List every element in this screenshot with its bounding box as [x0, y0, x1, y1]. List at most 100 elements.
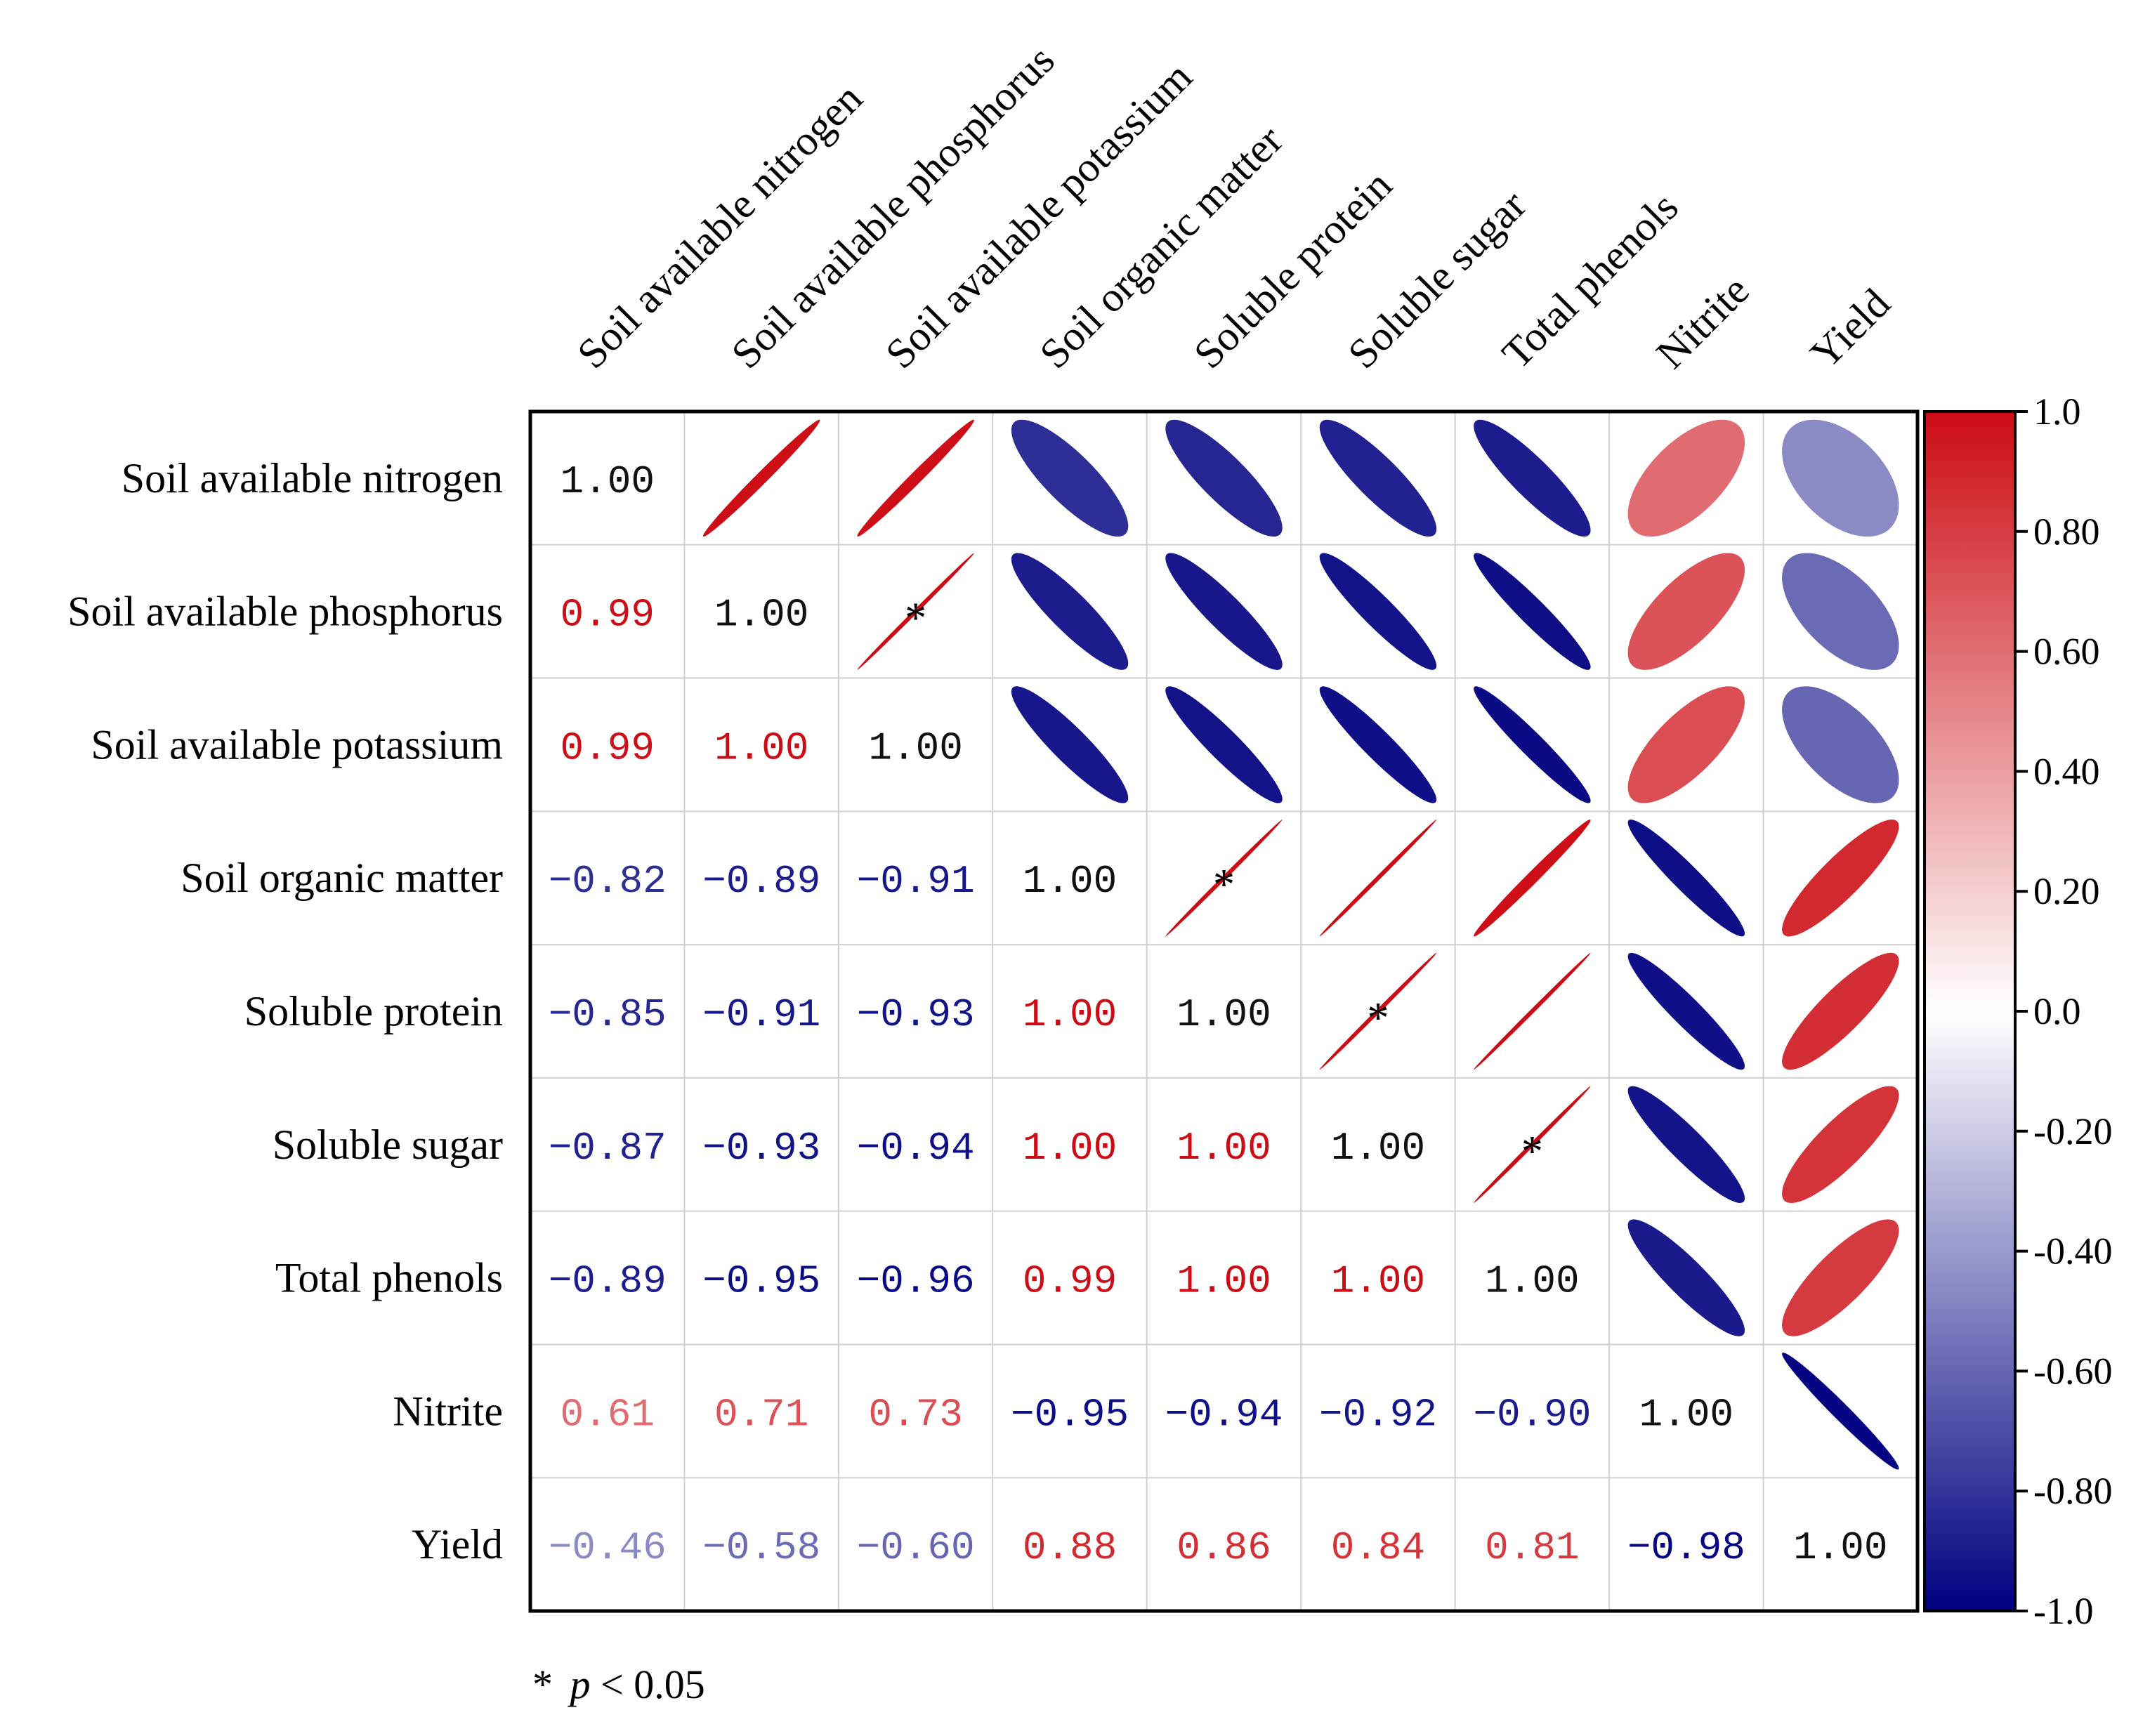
- correlation-ellipse: [1011, 686, 1129, 803]
- correlation-ellipse: [1474, 820, 1591, 937]
- correlation-value: 1.00: [1023, 1126, 1117, 1171]
- row-label: Soil available potassium: [91, 721, 503, 768]
- correlation-ellipse: [1319, 419, 1437, 537]
- correlation-ellipse: [1782, 952, 1899, 1070]
- matrix-frame: [528, 409, 1920, 1613]
- correlation-ellipse: [1627, 1219, 1745, 1336]
- correlation-value: −0.85: [549, 992, 667, 1037]
- significance-star: *: [1521, 1128, 1543, 1176]
- row-label: Total phenols: [275, 1255, 503, 1301]
- correlation-value: 0.86: [1176, 1525, 1271, 1570]
- colorbar-tick-label: 1.0: [2033, 390, 2081, 433]
- correlation-ellipse: [1319, 686, 1437, 803]
- correlation-value: −0.82: [549, 859, 667, 904]
- correlation-value: −0.87: [549, 1126, 667, 1171]
- correlation-ellipse: [1627, 553, 1745, 670]
- correlation-value: −0.60: [857, 1525, 975, 1570]
- diagonal-value: 1.00: [868, 725, 962, 770]
- correlation-value: 0.81: [1485, 1525, 1579, 1570]
- correlation-value: 1.00: [1176, 1126, 1271, 1171]
- diagonal-value: 1.00: [1023, 859, 1117, 904]
- correlation-value: −0.98: [1627, 1525, 1745, 1570]
- column-label: Soil available phosphorus: [723, 37, 1063, 377]
- correlation-value: −0.93: [702, 1126, 820, 1171]
- correlation-value: 0.99: [561, 725, 655, 770]
- correlation-ellipse: [702, 419, 820, 537]
- correlation-ellipse: [1474, 1086, 1591, 1204]
- row-label: Nitrite: [393, 1388, 503, 1434]
- correlation-value: 0.84: [1331, 1525, 1425, 1570]
- correlation-ellipse: [1474, 952, 1591, 1070]
- colorbar-tick-label: 0.60: [2033, 631, 2100, 673]
- correlation-ellipse: [1165, 686, 1283, 803]
- row-label: Soil available phosphorus: [67, 588, 503, 635]
- correlation-ellipse: [1627, 820, 1745, 937]
- correlation-value: −0.95: [1011, 1392, 1129, 1437]
- correlation-ellipse: [1474, 686, 1591, 803]
- footnote: * p < 0.05: [532, 1662, 705, 1707]
- correlation-value: 1.00: [1176, 1259, 1271, 1304]
- colorbar-tick-label: -0.60: [2033, 1350, 2112, 1392]
- correlation-ellipse: [1627, 419, 1745, 537]
- colorbar-gradient: [1923, 410, 2017, 1612]
- correlation-value: 0.99: [561, 593, 655, 638]
- correlation-value: 1.00: [1023, 992, 1117, 1037]
- colorbar-tick-label: -0.20: [2033, 1110, 2112, 1152]
- colorbar-tick-label: -0.40: [2033, 1230, 2112, 1273]
- correlation-ellipse: [1474, 553, 1591, 670]
- colorbar: 1.0 0.80 0.60 0.40 0.20 0.0 -0.20 -0.40 -0.60 -0.…: [1923, 390, 2112, 1632]
- correlation-ellipse: [1474, 419, 1591, 537]
- correlation-ellipse: [1782, 1086, 1899, 1203]
- diagonal-value: 1.00: [561, 459, 655, 504]
- diagonal-value: 1.00: [714, 593, 808, 638]
- colorbar-tick-label: 0.40: [2033, 750, 2100, 792]
- colorbar-tick-label: 0.80: [2033, 511, 2100, 553]
- significance-star: *: [1213, 861, 1235, 909]
- footnote-rest: < 0.05: [601, 1662, 705, 1707]
- correlation-value: 0.61: [561, 1392, 655, 1437]
- correlation-value: −0.89: [549, 1259, 667, 1304]
- correlation-ellipse: [1319, 952, 1437, 1070]
- correlation-ellipse: [1319, 553, 1437, 670]
- column-label: Nitrite: [1647, 267, 1757, 377]
- correlation-value: −0.94: [1165, 1392, 1283, 1437]
- diagonal-value: 1.00: [1793, 1525, 1887, 1570]
- row-label: Soil organic matter: [181, 855, 503, 901]
- correlation-value: −0.94: [857, 1126, 975, 1171]
- correlation-value: 0.88: [1023, 1525, 1117, 1570]
- correlation-ellipse: [1165, 553, 1283, 670]
- correlation-ellipse: [1782, 1353, 1899, 1470]
- correlation-value: −0.91: [702, 992, 820, 1037]
- correlation-value: −0.58: [702, 1525, 820, 1570]
- significance-star: *: [1367, 994, 1389, 1042]
- correlation-value: −0.92: [1319, 1392, 1437, 1437]
- correlation-value: −0.96: [857, 1259, 975, 1304]
- correlation-value: −0.90: [1473, 1392, 1591, 1437]
- column-label: Yield: [1802, 280, 1899, 378]
- diagonal-value: 1.00: [1639, 1392, 1733, 1437]
- correlation-ellipse: [1782, 820, 1899, 937]
- colorbar-tick-label: -0.80: [2033, 1470, 2112, 1512]
- correlation-ellipse: [1782, 419, 1899, 537]
- correlation-ellipse: [1165, 819, 1283, 937]
- correlation-ellipse: [1782, 553, 1899, 670]
- correlation-ellipse: [1782, 1219, 1899, 1336]
- correlation-ellipse: [1627, 1086, 1745, 1203]
- footnote-p: p: [568, 1662, 591, 1707]
- diagonal-value: 1.00: [1485, 1259, 1579, 1304]
- correlation-ellipse: [1782, 686, 1899, 803]
- colorbar-tick-label: -1.0: [2033, 1590, 2093, 1632]
- correlation-ellipse: [857, 553, 974, 670]
- grid-lines: [530, 412, 1918, 1611]
- correlation-ellipse: [1627, 952, 1745, 1070]
- correlation-value: −0.93: [857, 992, 975, 1037]
- row-labels: Soil available nitrogen Soil available ph…: [67, 455, 503, 1567]
- correlation-value: 1.00: [714, 725, 808, 770]
- correlation-value: −0.46: [549, 1525, 667, 1570]
- matrix-cells: 1.00 0.99 1.00 * 0.99 1.00 1.00 −0.82 −0.89 −0.91…: [549, 419, 1899, 1570]
- row-label: Soluble protein: [244, 988, 503, 1034]
- correlation-value: 0.71: [714, 1392, 808, 1437]
- correlation-ellipse: [1011, 419, 1129, 537]
